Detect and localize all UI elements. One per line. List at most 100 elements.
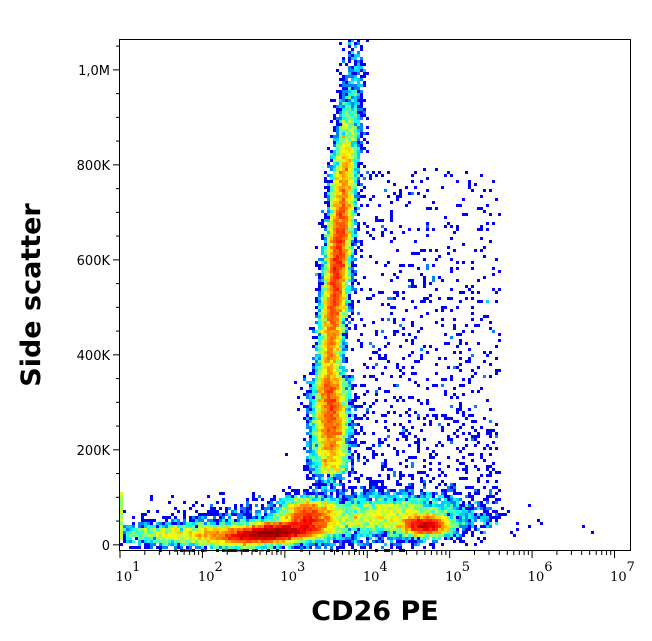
density-bin bbox=[333, 288, 336, 291]
density-bin bbox=[237, 531, 240, 534]
density-bin bbox=[249, 540, 252, 543]
density-bin bbox=[378, 540, 381, 543]
density-bin bbox=[324, 264, 327, 267]
density-bin bbox=[330, 294, 333, 297]
density-bin bbox=[174, 534, 177, 537]
density-bin bbox=[444, 537, 447, 540]
density-bin bbox=[357, 501, 360, 504]
density-bin bbox=[435, 348, 438, 351]
density-bin bbox=[483, 531, 486, 534]
density-bin bbox=[150, 498, 153, 501]
density-bin bbox=[411, 504, 414, 507]
density-bin bbox=[333, 525, 336, 528]
density-bin bbox=[405, 411, 408, 414]
density-bin bbox=[330, 222, 333, 225]
density-bin bbox=[327, 165, 330, 168]
density-bin bbox=[318, 525, 321, 528]
density-bin bbox=[327, 498, 330, 501]
density-bin bbox=[357, 108, 360, 111]
density-bin bbox=[318, 516, 321, 519]
density-bin bbox=[354, 450, 357, 453]
density-bin bbox=[399, 501, 402, 504]
density-bin bbox=[306, 489, 309, 492]
density-bin bbox=[333, 300, 336, 303]
density-bin bbox=[336, 483, 339, 486]
density-bin bbox=[348, 543, 351, 546]
density-bin bbox=[357, 513, 360, 516]
density-bin bbox=[330, 426, 333, 429]
density-bin bbox=[324, 546, 327, 549]
density-bin bbox=[294, 543, 297, 546]
density-bin bbox=[489, 408, 492, 411]
density-bin bbox=[285, 507, 288, 510]
density-bin bbox=[255, 510, 258, 513]
density-bin bbox=[222, 522, 225, 525]
density-bin bbox=[459, 450, 462, 453]
density-bin bbox=[141, 528, 144, 531]
density-bin bbox=[342, 270, 345, 273]
density-bin bbox=[297, 546, 300, 549]
density-bin bbox=[360, 69, 363, 72]
density-bin bbox=[168, 534, 171, 537]
density-bin bbox=[342, 162, 345, 165]
density-bin bbox=[348, 288, 351, 291]
density-bin bbox=[342, 399, 345, 402]
density-bin bbox=[318, 486, 321, 489]
density-bin bbox=[501, 507, 504, 510]
density-bin bbox=[357, 540, 360, 543]
density-bin bbox=[150, 528, 153, 531]
density-bin bbox=[339, 468, 342, 471]
density-bin bbox=[411, 525, 414, 528]
density-bin bbox=[402, 513, 405, 516]
density-bin bbox=[333, 342, 336, 345]
density-bin bbox=[387, 444, 390, 447]
density-bin bbox=[339, 399, 342, 402]
density-bin bbox=[351, 300, 354, 303]
density-bin bbox=[396, 249, 399, 252]
density-bin bbox=[456, 510, 459, 513]
density-bin bbox=[411, 396, 414, 399]
density-bin bbox=[318, 273, 321, 276]
density-bin bbox=[327, 468, 330, 471]
density-bin bbox=[390, 216, 393, 219]
density-bin bbox=[324, 450, 327, 453]
density-bin bbox=[435, 492, 438, 495]
density-bin bbox=[354, 93, 357, 96]
density-bin bbox=[432, 228, 435, 231]
density-bin bbox=[492, 486, 495, 489]
density-bin bbox=[336, 285, 339, 288]
density-bin bbox=[222, 513, 225, 516]
density-bin bbox=[441, 318, 444, 321]
density-bin bbox=[306, 477, 309, 480]
density-bin bbox=[429, 516, 432, 519]
density-bin bbox=[312, 327, 315, 330]
density-bin bbox=[219, 513, 222, 516]
density-bin bbox=[270, 534, 273, 537]
density-bin bbox=[312, 369, 315, 372]
density-bin bbox=[339, 255, 342, 258]
density-bin bbox=[120, 525, 123, 528]
density-bin bbox=[330, 195, 333, 198]
density-bin bbox=[315, 390, 318, 393]
density-bin bbox=[330, 201, 333, 204]
density-bin bbox=[402, 510, 405, 513]
density-bin bbox=[282, 543, 285, 546]
density-bin bbox=[393, 543, 396, 546]
density-bin bbox=[324, 528, 327, 531]
density-bin bbox=[249, 546, 252, 549]
density-bin bbox=[351, 123, 354, 126]
density-bin bbox=[141, 531, 144, 534]
density-bin bbox=[345, 273, 348, 276]
density-bin bbox=[381, 330, 384, 333]
density-bin bbox=[471, 291, 474, 294]
density-bin bbox=[369, 519, 372, 522]
density-bin bbox=[453, 231, 456, 234]
density-bin bbox=[339, 210, 342, 213]
density-bin bbox=[342, 168, 345, 171]
density-bin bbox=[240, 540, 243, 543]
density-bin bbox=[444, 510, 447, 513]
density-bin bbox=[450, 438, 453, 441]
density-bin bbox=[384, 189, 387, 192]
density-bin bbox=[315, 540, 318, 543]
density-bin bbox=[459, 357, 462, 360]
